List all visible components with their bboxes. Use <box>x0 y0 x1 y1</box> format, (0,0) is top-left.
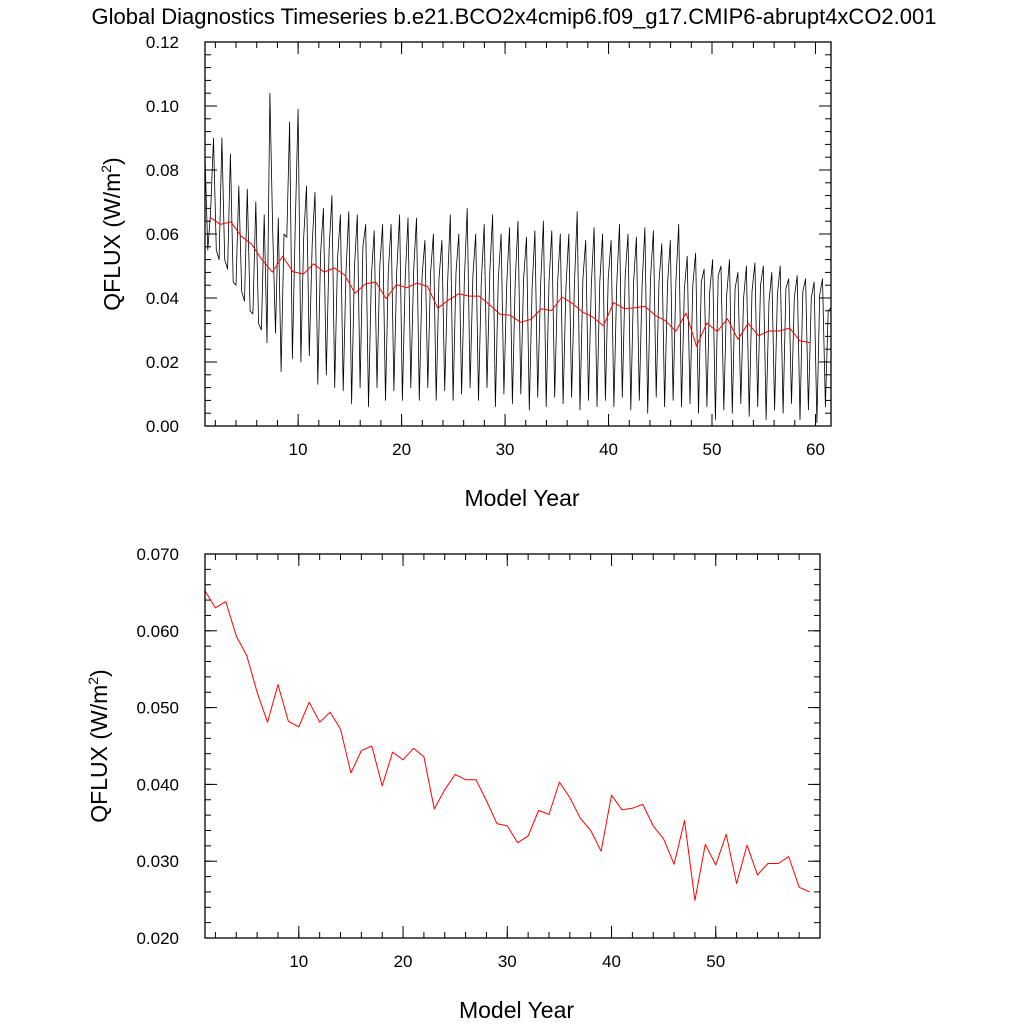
y-tick-label: 0.06 <box>146 225 179 244</box>
plot-frame <box>204 41 832 427</box>
annual-series-line <box>209 216 811 347</box>
x-tick-label: 40 <box>602 952 621 971</box>
x-tick-label: 10 <box>289 952 308 971</box>
y-tick-label: 0.12 <box>146 33 179 52</box>
y-tick-label: 0.040 <box>136 775 179 794</box>
plot-frame <box>204 553 821 939</box>
x-axis-title: Model Year <box>464 485 579 511</box>
x-tick-label: 50 <box>706 952 725 971</box>
monthly-series-line <box>204 92 832 424</box>
top-panel: 10 20 30 40 50 60 0.00 0.02 0.04 0.06 0.08 0.10 0.12… <box>98 33 832 511</box>
annual-series-line <box>204 590 810 901</box>
figure-title: Global Diagnostics Timeseries b.e21.BCO2… <box>92 4 937 29</box>
y-tick-label: 0.070 <box>136 545 179 564</box>
bottom-panel: 10 20 30 40 50 0.020 0.030 0.040 0.050 0.060 0.070… <box>85 545 821 1023</box>
x-axis-title: Model Year <box>459 997 574 1023</box>
x-tick-label: 50 <box>703 440 722 459</box>
x-tick-label: 30 <box>498 952 517 971</box>
y-tick-label: 0.060 <box>136 622 179 641</box>
y-axis-title: QFLUX (W/m2) <box>85 669 112 822</box>
x-tick-label: 20 <box>392 440 411 459</box>
x-tick-label: 60 <box>806 440 825 459</box>
y-tick-label: 0.10 <box>146 97 179 116</box>
y-tick-label: 0.00 <box>146 417 179 436</box>
y-tick-label: 0.08 <box>146 161 179 180</box>
y-tick-label: 0.030 <box>136 852 179 871</box>
y-tick-label: 0.020 <box>136 929 179 948</box>
y-tick-label: 0.04 <box>146 289 179 308</box>
y-tick-label: 0.02 <box>146 353 179 372</box>
x-tick-label: 20 <box>394 952 413 971</box>
x-tick-label: 30 <box>496 440 515 459</box>
y-axis-title: QFLUX (W/m2) <box>98 157 125 310</box>
x-tick-label: 40 <box>599 440 618 459</box>
x-tick-label: 10 <box>289 440 308 459</box>
y-tick-label: 0.050 <box>136 699 179 718</box>
